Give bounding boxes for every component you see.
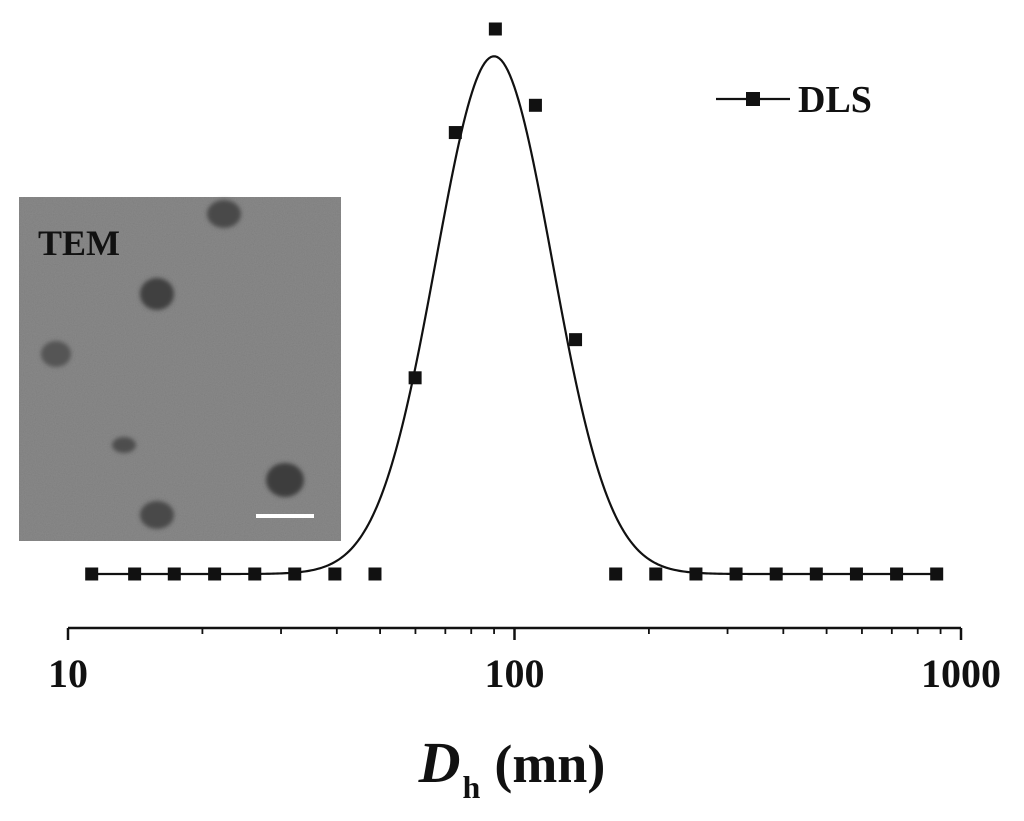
- dls-data-point: [288, 567, 302, 581]
- dls-data-point: [85, 567, 99, 581]
- x-tick-label: 1000: [921, 651, 1001, 696]
- dls-data-point: [769, 567, 783, 581]
- dls-data-point: [208, 567, 222, 581]
- dls-data-point: [488, 22, 502, 36]
- dls-data-point: [930, 567, 944, 581]
- dls-data-points: [85, 22, 944, 581]
- dls-data-point: [328, 567, 342, 581]
- dls-data-point: [890, 567, 904, 581]
- dls-data-point: [689, 567, 703, 581]
- dls-data-point: [649, 567, 663, 581]
- x-tick-label: 10: [48, 651, 88, 696]
- dls-data-point: [448, 126, 462, 140]
- dls-data-point: [809, 567, 823, 581]
- dls-data-point: [849, 567, 863, 581]
- legend-marker: [746, 92, 760, 106]
- gaussian-fit-curve: [91, 55, 937, 576]
- x-axis-title: Dh (mn): [418, 730, 606, 805]
- x-axis-subscript: h: [463, 769, 481, 805]
- dls-data-point: [408, 371, 422, 385]
- dls-data-point: [167, 567, 181, 581]
- x-axis-unit: (mn): [494, 734, 605, 794]
- dls-data-point: [368, 567, 382, 581]
- legend-label: DLS: [798, 79, 872, 121]
- legend: DLS: [716, 79, 872, 121]
- dls-data-point: [729, 567, 743, 581]
- x-axis-symbol: D: [418, 730, 461, 795]
- tem-label: TEM: [38, 223, 120, 263]
- dls-data-point: [528, 98, 542, 112]
- dls-data-point: [569, 333, 583, 347]
- x-tick-label: 100: [485, 651, 545, 696]
- tem-inset: TEM: [19, 197, 341, 541]
- x-axis-ticks: 10 100 1000: [48, 628, 1001, 696]
- dls-data-point: [248, 567, 262, 581]
- x-axis: 10 100 1000: [48, 626, 1001, 696]
- dls-data-point: [128, 567, 142, 581]
- tem-particles: [41, 200, 304, 529]
- dls-data-point: [609, 567, 623, 581]
